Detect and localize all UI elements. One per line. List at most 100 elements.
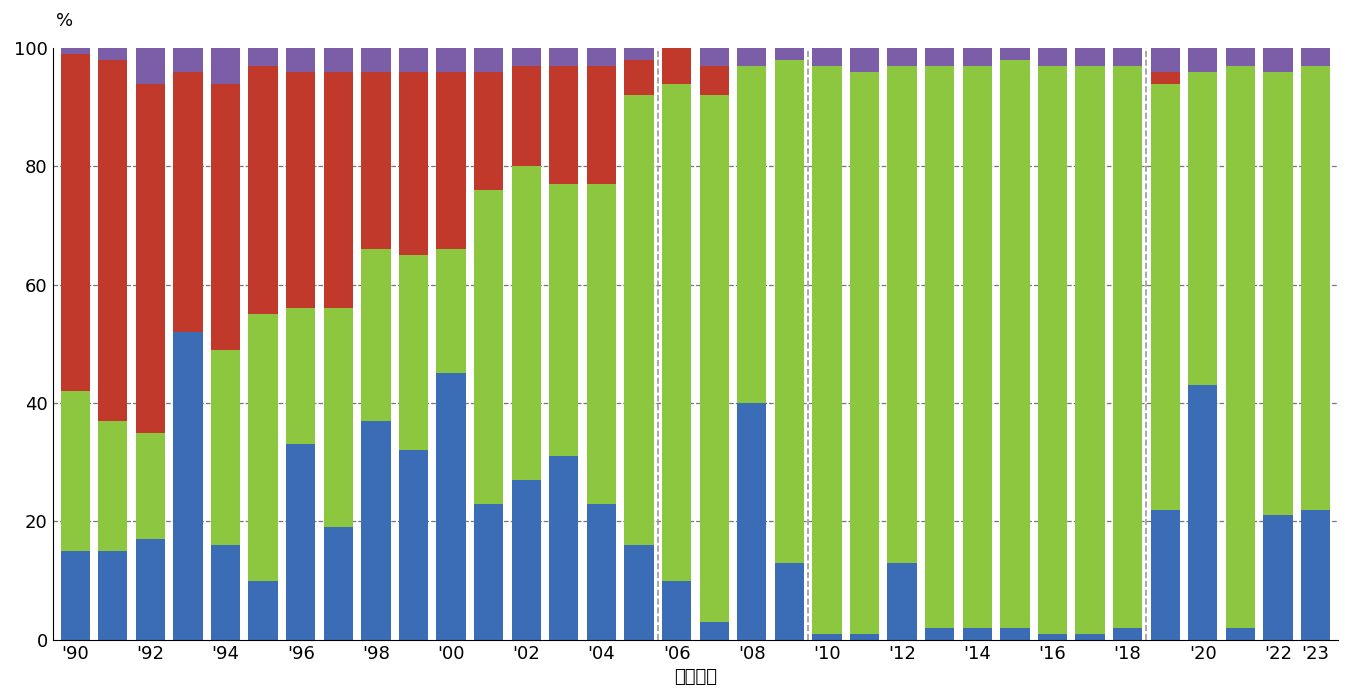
Bar — [287, 71, 315, 309]
Bar — [1038, 48, 1067, 66]
Bar — [699, 95, 729, 622]
Bar — [511, 66, 541, 167]
Bar — [99, 60, 127, 421]
Bar — [1151, 48, 1180, 71]
Bar — [1263, 71, 1293, 515]
Bar — [211, 545, 241, 640]
Bar — [813, 634, 841, 640]
Bar — [99, 551, 127, 640]
Bar — [511, 48, 541, 66]
Bar — [249, 314, 277, 580]
Bar — [1301, 510, 1330, 640]
Bar — [549, 66, 579, 184]
Bar — [135, 83, 165, 433]
Bar — [135, 539, 165, 640]
Bar — [1038, 634, 1067, 640]
Bar — [211, 48, 241, 83]
Bar — [61, 551, 89, 640]
Bar — [887, 563, 917, 640]
Bar — [587, 48, 617, 66]
Bar — [287, 444, 315, 640]
Bar — [1226, 48, 1255, 66]
Bar — [625, 48, 653, 60]
Bar — [963, 66, 992, 628]
Bar — [737, 403, 767, 640]
Bar — [699, 622, 729, 640]
Bar — [699, 48, 729, 66]
Bar — [323, 309, 353, 527]
Bar — [399, 450, 429, 640]
Bar — [361, 421, 391, 640]
Bar — [1000, 628, 1029, 640]
Bar — [249, 48, 277, 66]
Bar — [437, 374, 465, 640]
Bar — [437, 48, 465, 71]
Bar — [662, 83, 691, 580]
Bar — [511, 480, 541, 640]
Bar — [511, 167, 541, 480]
Bar — [173, 71, 203, 332]
Bar — [135, 433, 165, 539]
Bar — [850, 71, 879, 634]
Text: %: % — [57, 13, 73, 30]
Bar — [323, 48, 353, 71]
Bar — [211, 350, 241, 545]
Bar — [323, 71, 353, 309]
Bar — [549, 48, 579, 66]
Bar — [99, 421, 127, 551]
Bar — [173, 48, 203, 71]
Bar — [1151, 83, 1180, 510]
Bar — [1075, 66, 1105, 634]
Bar — [135, 48, 165, 83]
Bar — [1075, 48, 1105, 66]
Bar — [1038, 66, 1067, 634]
Bar — [437, 249, 465, 374]
Bar — [1113, 48, 1142, 66]
Bar — [963, 48, 992, 66]
Bar — [287, 309, 315, 444]
Bar — [173, 332, 203, 640]
Bar — [925, 48, 955, 66]
X-axis label: （年度）: （年度） — [673, 668, 717, 686]
Bar — [925, 66, 955, 628]
Bar — [61, 54, 89, 391]
Bar — [437, 71, 465, 249]
Bar — [813, 66, 841, 634]
Bar — [1263, 515, 1293, 640]
Bar — [399, 255, 429, 450]
Bar — [249, 66, 277, 314]
Bar — [1000, 60, 1029, 628]
Bar — [549, 184, 579, 456]
Bar — [813, 48, 841, 66]
Bar — [587, 66, 617, 184]
Bar — [475, 48, 503, 71]
Bar — [361, 249, 391, 421]
Bar — [399, 71, 429, 255]
Bar — [1226, 66, 1255, 628]
Bar — [211, 83, 241, 350]
Bar — [887, 48, 917, 66]
Bar — [1000, 48, 1029, 60]
Bar — [1151, 510, 1180, 640]
Bar — [775, 48, 804, 60]
Bar — [737, 66, 767, 403]
Bar — [925, 628, 955, 640]
Bar — [625, 545, 653, 640]
Bar — [625, 60, 653, 95]
Bar — [625, 95, 653, 545]
Bar — [587, 503, 617, 640]
Bar — [587, 184, 617, 503]
Bar — [549, 456, 579, 640]
Bar — [775, 563, 804, 640]
Bar — [361, 48, 391, 71]
Bar — [323, 527, 353, 640]
Bar — [1188, 71, 1217, 385]
Bar — [1226, 628, 1255, 640]
Bar — [737, 48, 767, 66]
Bar — [475, 71, 503, 190]
Bar — [1151, 71, 1180, 83]
Bar — [1113, 66, 1142, 628]
Bar — [850, 48, 879, 71]
Bar — [1075, 634, 1105, 640]
Bar — [249, 580, 277, 640]
